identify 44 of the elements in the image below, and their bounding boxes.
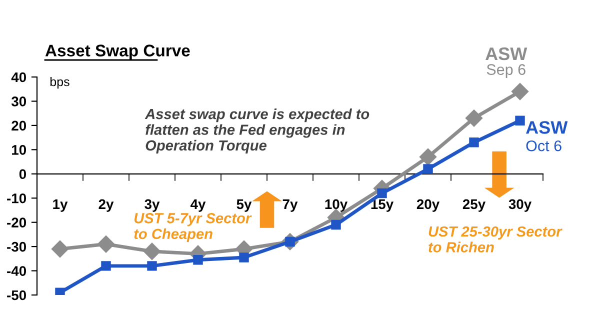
chart-title: Asset Swap Curve xyxy=(45,44,190,60)
series-label: ASW Sep 6 xyxy=(485,47,528,78)
point xyxy=(419,148,437,166)
x-tick-label: 20y xyxy=(416,199,440,212)
x-tick-label: 7y xyxy=(282,199,298,212)
y-axis-title: bps xyxy=(50,77,70,89)
point xyxy=(147,261,157,271)
y-tick-label: 30 xyxy=(11,96,26,106)
series-label: ASW Oct 6 xyxy=(526,121,568,152)
point xyxy=(97,236,115,253)
x-tick-label: 2y xyxy=(98,199,114,212)
point xyxy=(51,240,69,258)
x-tick-label: 25y xyxy=(462,199,486,212)
x-tick-label: 10y xyxy=(325,199,348,212)
point xyxy=(465,110,483,127)
point xyxy=(515,116,525,126)
point xyxy=(143,242,161,260)
y-tick-label: 10 xyxy=(12,145,26,155)
x-tick-label: 15y xyxy=(371,199,394,212)
annotation: Asset swap curve is expected to flatten as the Fed engages in Operation Torque xyxy=(144,108,370,154)
y-tick-label: 40 xyxy=(11,72,26,82)
x-tick-label: 30y xyxy=(508,199,532,212)
annotation: UST 25-30yr Sector to Richen xyxy=(428,226,562,252)
point xyxy=(55,288,65,295)
point xyxy=(239,252,249,262)
y-tick-label: -50 xyxy=(7,290,26,300)
y-tick-label: -30 xyxy=(7,242,26,252)
point xyxy=(511,82,529,100)
point xyxy=(101,261,111,271)
point xyxy=(193,255,203,265)
point xyxy=(331,220,341,230)
x-tick-label: 4y xyxy=(190,199,206,212)
annotation: UST 5-7yr Sector to Cheapen xyxy=(134,213,252,242)
y-tick-label: -40 xyxy=(7,266,26,276)
x-tick-label: 3y xyxy=(144,199,160,212)
point xyxy=(377,188,387,198)
y-tick-label: 0 xyxy=(19,169,26,180)
x-tick-label: 5y xyxy=(236,199,252,212)
point xyxy=(423,164,433,174)
x-tick-label: 1y xyxy=(53,199,68,212)
y-tick-label: -20 xyxy=(7,218,26,228)
y-tick-label: 20 xyxy=(12,120,26,131)
y-tick-label: -10 xyxy=(7,193,26,204)
point xyxy=(469,138,479,148)
